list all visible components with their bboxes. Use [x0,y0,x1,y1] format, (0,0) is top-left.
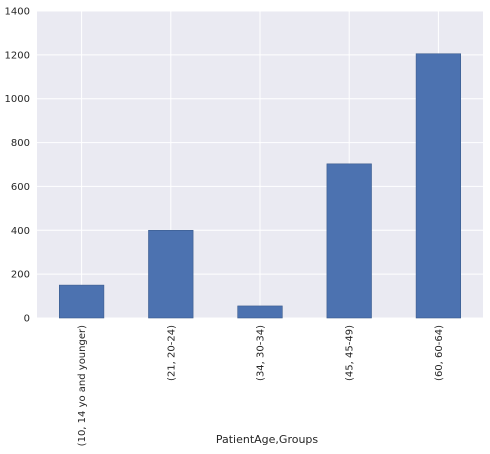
y-tick-label: 1200 [5,50,30,61]
y-tick-label: 0 [24,314,30,325]
x-tick-label: (10, 14 yo and younger) [77,325,88,446]
bar [415,53,462,319]
bar [148,229,194,319]
y-tick-label: 600 [11,182,30,193]
x-tick-label: (34, 30-34) [256,325,267,381]
x-tick-label: (45, 45-49) [345,325,356,381]
y-tick-label: 200 [11,270,30,281]
bar [326,163,372,319]
x-tick-labels: (10, 14 yo and younger) (21, 20-24) (34, 3… [77,325,445,446]
x-tick-label: (21, 20-24) [166,325,177,381]
bars [58,53,462,319]
bar [237,305,283,319]
x-axis-label: PatientAge,Groups [216,433,319,446]
x-tick-label: (60, 60-64) [434,325,445,381]
y-tick-label: 400 [11,226,30,237]
y-tick-label: 1000 [5,94,30,105]
bar [58,284,105,319]
y-tick-label: 1400 [5,7,30,18]
y-tick-labels: 0 200 400 600 800 1000 1200 1400 [5,7,30,325]
y-tick-label: 800 [11,138,30,149]
